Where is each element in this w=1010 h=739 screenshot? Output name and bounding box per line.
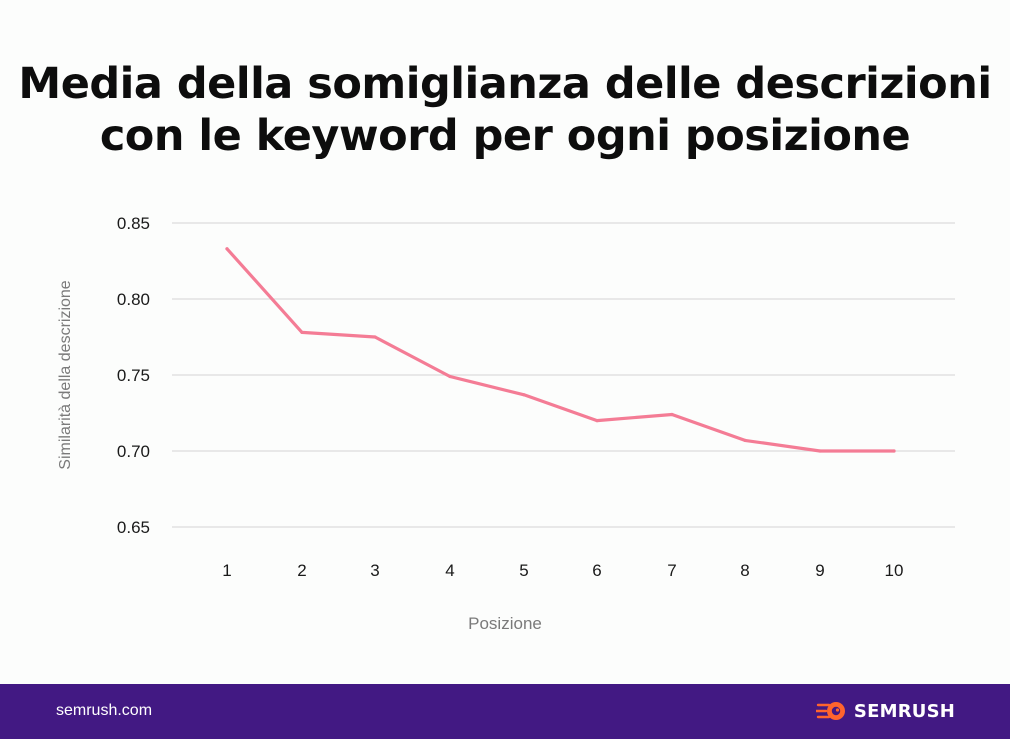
x-tick-label: 9	[815, 561, 824, 580]
x-tick-label: 2	[297, 561, 306, 580]
data-point	[373, 335, 377, 339]
data-point	[522, 393, 526, 397]
data-point	[595, 419, 599, 423]
y-axis-label: Similarità della descrizione	[57, 280, 74, 470]
x-axis-label: Posizione	[468, 614, 542, 633]
data-point	[225, 247, 229, 251]
footer-bar: semrush.com SEMRUSH	[0, 684, 1010, 739]
y-tick-label: 0.80	[117, 290, 150, 309]
x-tick-label: 3	[370, 561, 379, 580]
x-tick-label: 1	[222, 561, 231, 580]
chart-title: Media della somiglianza delle descrizion…	[0, 58, 1010, 162]
y-tick-label: 0.65	[117, 518, 150, 537]
grid-lines	[172, 222, 955, 528]
y-tick-label: 0.75	[117, 366, 150, 385]
chart-title-line-2: con le keyword per ogni posizione	[99, 111, 911, 161]
brand-name: SEMRUSH	[853, 700, 955, 722]
series-lines	[225, 247, 896, 453]
series-line	[225, 247, 896, 453]
x-tick-label: 5	[519, 561, 528, 580]
x-tick-labels: 1 2 3 4 5 6 7 8 9 10	[222, 561, 903, 580]
x-tick-label: 8	[740, 561, 749, 580]
line-chart: 0.85 0.80 0.75 0.70 0.65 1 2 3 4 5 6 7 8 9 10 Similar…	[57, 214, 955, 633]
semrush-logo: SEMRUSH	[815, 700, 955, 722]
y-tick-label: 0.85	[117, 214, 150, 233]
x-tick-label: 4	[445, 561, 454, 580]
x-tick-label: 6	[592, 561, 601, 580]
y-tick-label: 0.70	[117, 442, 150, 461]
y-tick-labels: 0.85 0.80 0.75 0.70 0.65	[117, 214, 150, 537]
data-point	[892, 449, 896, 453]
semrush-fire-icon	[815, 702, 845, 720]
data-point	[300, 330, 304, 334]
data-point	[448, 374, 452, 379]
data-point	[818, 449, 822, 453]
x-tick-label: 10	[885, 561, 904, 580]
chart-title-line-1: Media della somiglianza delle descrizion…	[18, 59, 992, 109]
data-point	[743, 438, 747, 442]
x-tick-label: 7	[667, 561, 676, 580]
site-link[interactable]: semrush.com	[56, 702, 153, 719]
data-point	[670, 412, 674, 417]
